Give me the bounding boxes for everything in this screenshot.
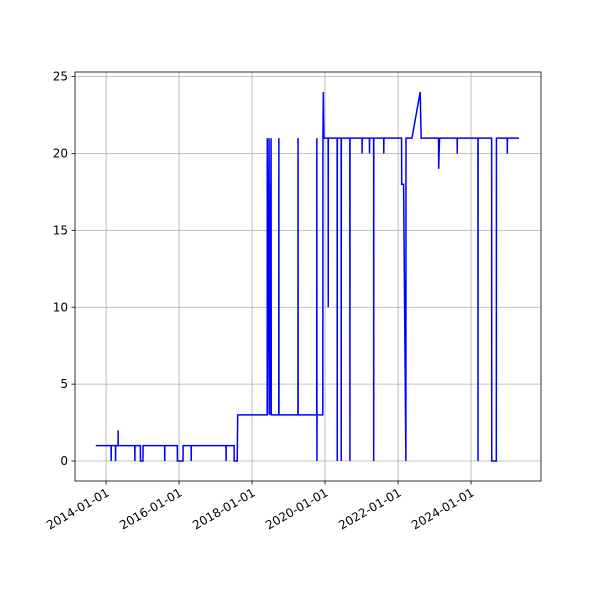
y-tick-label: 5 <box>60 377 68 391</box>
x-tick-label: 2018-01-01 <box>190 485 257 532</box>
y-tick-label: 15 <box>53 223 68 237</box>
x-tick-label: 2022-01-01 <box>336 485 403 532</box>
x-tick-label: 2014-01-01 <box>44 485 111 532</box>
x-tick-label: 2016-01-01 <box>117 485 184 532</box>
x-tick-label: 2024-01-01 <box>409 485 476 532</box>
y-tick-label: 25 <box>53 70 68 84</box>
plot-frame <box>74 71 542 482</box>
data-line <box>95 91 520 462</box>
y-tick-label: 10 <box>53 300 68 314</box>
y-tick-label: 0 <box>60 454 68 468</box>
x-tick-label: 2020-01-01 <box>263 485 330 532</box>
y-tick-label: 20 <box>53 146 68 160</box>
